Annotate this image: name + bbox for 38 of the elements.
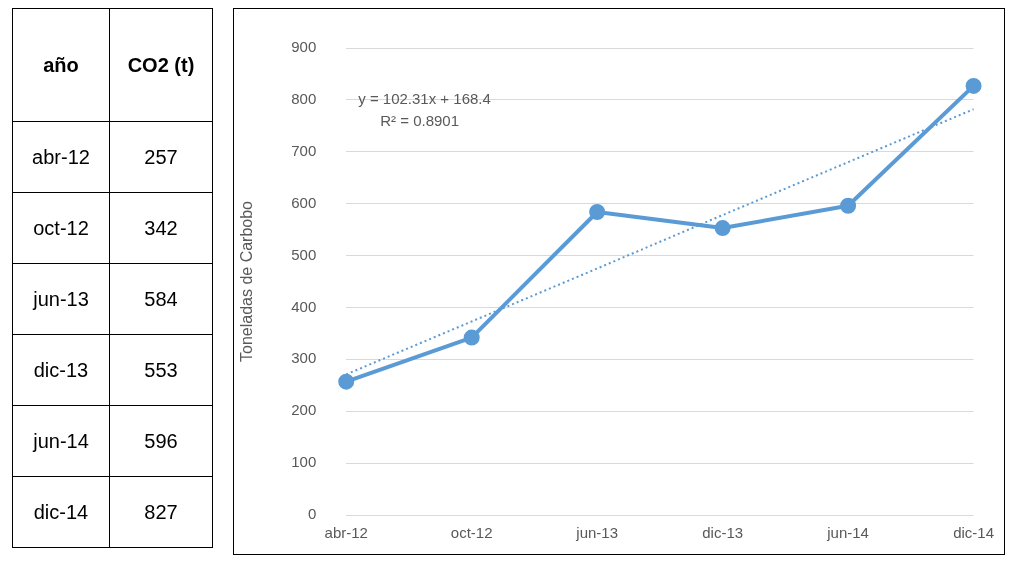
point — [965, 77, 982, 94]
text: 584 — [109, 263, 213, 335]
y-tick-label: 100 — [291, 453, 317, 471]
y-tick-label: 900 — [291, 38, 317, 56]
point — [840, 197, 857, 214]
text: jun-14 — [12, 405, 110, 477]
y-tick-label: 300 — [291, 349, 317, 367]
y-tick-label: 400 — [291, 297, 317, 315]
y-axis-title: Toneladas de Carbobo — [238, 200, 256, 363]
y-tick-label: 500 — [291, 245, 317, 263]
text: dic-13 — [12, 334, 110, 406]
point — [714, 220, 731, 237]
y-tick-label: 0 — [307, 505, 317, 523]
text: CO2 (t) — [109, 8, 213, 122]
point — [463, 329, 480, 346]
text: jun-13 — [12, 263, 110, 335]
x-tick-label: jun-13 — [575, 524, 619, 542]
point — [589, 203, 606, 220]
point — [338, 373, 355, 390]
text: abr-12 — [12, 121, 110, 193]
x-tick-label: abr-12 — [324, 524, 368, 542]
y-tick-label: 800 — [291, 90, 317, 108]
text: año — [12, 8, 110, 122]
x-tick-label: dic-13 — [702, 524, 744, 542]
text: 827 — [109, 476, 213, 548]
y-tick-label: 200 — [291, 401, 317, 419]
annotation: R² = 0.8901 — [380, 112, 460, 130]
text: 342 — [109, 192, 213, 264]
y-tick-label: 700 — [291, 141, 317, 159]
x-tick-label: oct-12 — [450, 524, 493, 542]
text: 596 — [109, 405, 213, 477]
text: 553 — [109, 334, 213, 406]
x-tick-label: jun-14 — [826, 524, 869, 542]
y-tick-label: 600 — [291, 193, 317, 211]
annotation: y = 102.31x + 168.4 — [358, 90, 491, 108]
text: 257 — [109, 121, 213, 193]
x-tick-label: dic-14 — [953, 524, 994, 542]
text: oct-12 — [12, 192, 110, 264]
